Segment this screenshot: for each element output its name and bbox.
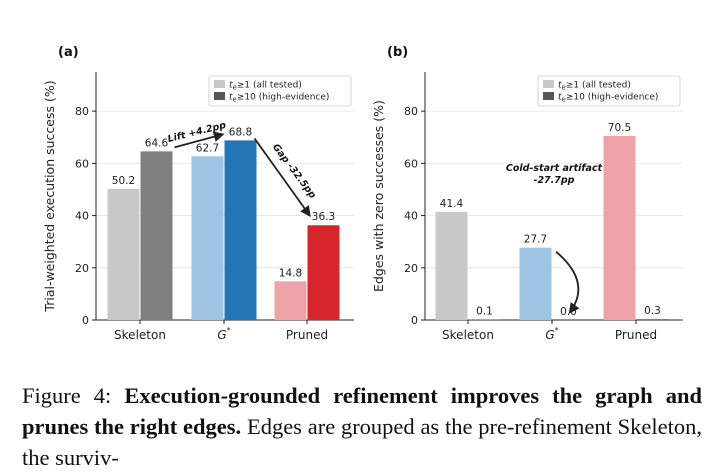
- legend-label: te≥10 (high-evidence): [558, 93, 658, 104]
- data-label: 36.3: [312, 211, 335, 223]
- legend-swatch: [214, 80, 225, 88]
- data-label: 70.5: [608, 122, 631, 134]
- data-label: 41.4: [440, 198, 464, 210]
- bar: [520, 248, 552, 320]
- data-label: 0.0: [560, 306, 577, 318]
- bar: [308, 225, 340, 320]
- bar: [192, 156, 224, 320]
- panel-b-zero-success-edges: 0 20 40 60 80 Edges with zero successes (%) (b…: [371, 45, 683, 342]
- y-tick-label: 40: [404, 210, 418, 223]
- bar: [637, 319, 669, 320]
- data-label: 14.8: [279, 267, 302, 279]
- data-label: 68.8: [229, 126, 252, 138]
- y-tick-label: 20: [75, 262, 89, 275]
- data-label: 50.2: [112, 175, 135, 187]
- caption-prefix: Figure 4:: [22, 383, 124, 408]
- cold-start-annotation-line2: -27.7pp: [534, 175, 575, 186]
- bar: [604, 136, 636, 320]
- y-tick-label: 40: [75, 210, 89, 223]
- panel-a-execution-success: 0 20 40 60 80 Trial-weighted execution succes…: [42, 45, 354, 342]
- data-label: 0.3: [644, 305, 661, 317]
- legend-swatch: [214, 92, 225, 100]
- figure: 0 20 40 60 80 Trial-weighted execution succes…: [0, 0, 728, 380]
- bar: [141, 151, 173, 320]
- y-tick-label: 80: [404, 105, 418, 118]
- bar: [108, 189, 140, 320]
- y-tick-label: 20: [404, 262, 418, 275]
- y-tick-label: 60: [75, 157, 89, 170]
- panel-label: (a): [58, 45, 79, 60]
- x-tick-label: G*: [545, 326, 558, 342]
- x-tick-label: G*: [217, 326, 230, 342]
- y-tick-label: 0: [82, 314, 89, 327]
- y-axis-title: Edges with zero successes (%): [371, 100, 386, 292]
- x-tick-label: Skeleton: [114, 328, 166, 342]
- cold-start-arrow: [556, 252, 578, 312]
- legend-swatch: [543, 80, 554, 88]
- x-tick-label: Pruned: [615, 328, 657, 342]
- data-label: 0.1: [476, 306, 493, 318]
- y-tick-label: 0: [411, 314, 418, 327]
- data-label: 64.6: [145, 137, 169, 149]
- x-tick-label: Skeleton: [442, 328, 494, 342]
- x-tick-label: Pruned: [286, 328, 328, 342]
- bar: [275, 281, 307, 320]
- y-tick-label: 60: [404, 157, 418, 170]
- data-label: 27.7: [524, 234, 547, 246]
- cold-start-annotation-line1: Cold-start artifact: [506, 163, 603, 174]
- figure-caption: Figure 4: Execution-grounded refinement …: [22, 380, 702, 473]
- legend-label: te≥1 (all tested): [229, 81, 302, 92]
- bar: [436, 212, 468, 320]
- data-label: 62.7: [196, 142, 219, 154]
- legend-swatch: [543, 92, 554, 100]
- y-axis-title: Trial-weighted execution success (%): [42, 80, 57, 312]
- legend-label: te≥1 (all tested): [558, 81, 631, 92]
- panel-label: (b): [387, 45, 408, 60]
- y-tick-label: 80: [75, 105, 89, 118]
- legend-label: te≥10 (high-evidence): [229, 93, 329, 104]
- bar: [225, 140, 257, 320]
